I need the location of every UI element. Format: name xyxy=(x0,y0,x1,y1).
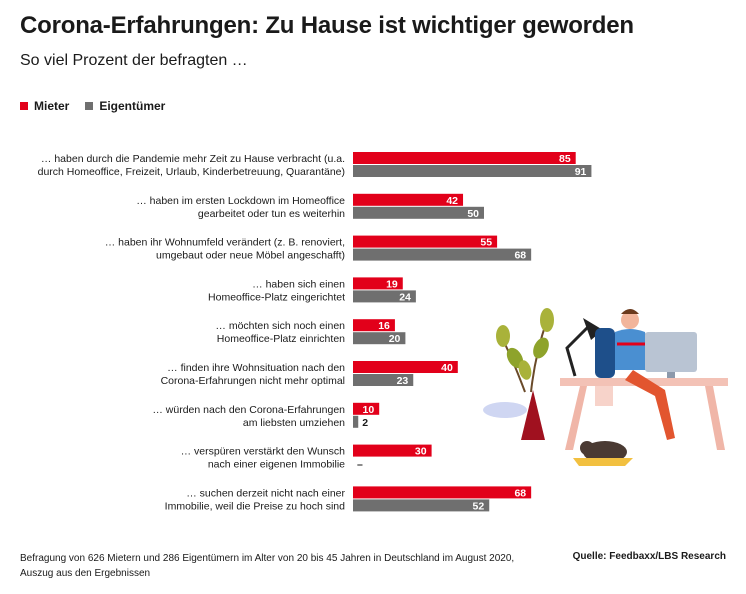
bar-eigentuemer xyxy=(353,206,484,219)
lamp-icon xyxy=(565,318,603,377)
data-label: 50 xyxy=(467,208,479,220)
shadow-shape xyxy=(483,402,527,418)
category-label: … verspüren verstärkt den Wunsch xyxy=(181,446,346,458)
category-label: … finden ihre Wohnsituation nach den xyxy=(167,362,345,374)
home-office-illustration xyxy=(483,308,728,466)
bar-mieter xyxy=(353,361,458,373)
plant-icon xyxy=(496,308,554,440)
chart-subtitle: So viel Prozent der befragten … xyxy=(20,52,248,69)
bar-mieter xyxy=(353,444,432,457)
legend-item-mieter: Mieter xyxy=(20,99,69,113)
data-label: 85 xyxy=(559,153,571,165)
data-label: 40 xyxy=(441,362,453,374)
category-label: nach einer eigenen Immobilie xyxy=(208,459,345,471)
category-label: Immobilie, weil die Preise zu hoch sind xyxy=(165,500,345,512)
footnote: Befragung von 626 Mietern und 286 Eigent… xyxy=(20,551,540,581)
bar-eigentuemer xyxy=(353,165,592,177)
data-label: 68 xyxy=(514,487,526,499)
category-label: … suchen derzeit nicht nach einer xyxy=(186,487,345,499)
category-label: … haben durch die Pandemie mehr Zeit zu … xyxy=(41,153,345,165)
bar-eigentuemer xyxy=(353,499,490,512)
bar-mieter xyxy=(353,193,464,206)
bar-mieter xyxy=(353,486,532,499)
data-label: 52 xyxy=(473,500,485,512)
data-label: 10 xyxy=(363,404,375,416)
data-label: 55 xyxy=(480,237,492,249)
category-label: umgebaut oder neue Möbel angeschafft) xyxy=(156,250,345,262)
legend-item-eigentuemer: Eigentümer xyxy=(85,99,165,113)
person-icon xyxy=(595,309,675,440)
category-label: … haben sich einen xyxy=(252,278,345,290)
bar-mieter xyxy=(353,319,395,332)
data-label: – xyxy=(357,459,363,471)
category-label: Homeoffice-Platz eingerichtet xyxy=(208,291,345,303)
data-label: 42 xyxy=(446,195,458,207)
bar-eigentuemer xyxy=(353,290,416,303)
category-label: gearbeitet oder tun es weiterhin xyxy=(198,208,345,220)
category-label: … haben im ersten Lockdown im Homeoffice xyxy=(136,195,345,207)
bar-mieter xyxy=(353,152,576,164)
source-note: Quelle: Feedbaxx/LBS Research xyxy=(572,551,726,562)
data-label: 20 xyxy=(389,333,401,345)
data-label: 91 xyxy=(575,166,587,178)
category-label: … würden nach den Corona-Erfahrungen xyxy=(152,404,345,416)
category-label: durch Homeoffice, Freizeit, Urlaub, Kind… xyxy=(38,166,345,178)
cat-icon xyxy=(573,441,633,466)
legend-swatch-mieter xyxy=(20,102,28,110)
bar-mieter xyxy=(353,277,403,290)
legend: Mieter Eigentümer xyxy=(20,99,165,113)
footnote-line-1: Befragung von 626 Mietern und 286 Eigent… xyxy=(20,553,515,564)
data-label: 2 xyxy=(362,417,368,429)
bar-eigentuemer xyxy=(353,248,532,261)
data-label: 68 xyxy=(514,250,526,262)
data-label: 19 xyxy=(386,278,398,290)
category-label: am liebsten umziehen xyxy=(243,417,345,429)
bar-mieter xyxy=(353,235,498,248)
category-label: Homeoffice-Platz einrichten xyxy=(217,333,345,345)
chart-title: Corona-Erfahrungen: Zu Hause ist wichtig… xyxy=(20,12,634,39)
bar-mieter xyxy=(353,402,380,415)
data-label: 24 xyxy=(399,291,411,303)
legend-label-eigentuemer: Eigentümer xyxy=(99,99,166,113)
bar-eigentuemer xyxy=(353,374,414,386)
footnote-line-2: Auszug aus den Ergebnissen xyxy=(20,568,151,579)
legend-label-mieter: Mieter xyxy=(34,99,70,113)
category-label: … haben ihr Wohnumfeld verändert (z. B. … xyxy=(105,237,345,249)
bar-eigentuemer xyxy=(353,415,359,428)
category-label: Corona-Erfahrungen nicht mehr optimal xyxy=(161,375,345,387)
data-label: 23 xyxy=(397,375,409,387)
bar-eigentuemer xyxy=(353,332,406,345)
data-label: 30 xyxy=(415,446,427,458)
legend-swatch-eigentuemer xyxy=(85,102,94,110)
monitor-icon xyxy=(645,332,697,378)
data-label: 16 xyxy=(378,320,390,332)
category-label: … möchten sich noch einen xyxy=(215,320,345,332)
